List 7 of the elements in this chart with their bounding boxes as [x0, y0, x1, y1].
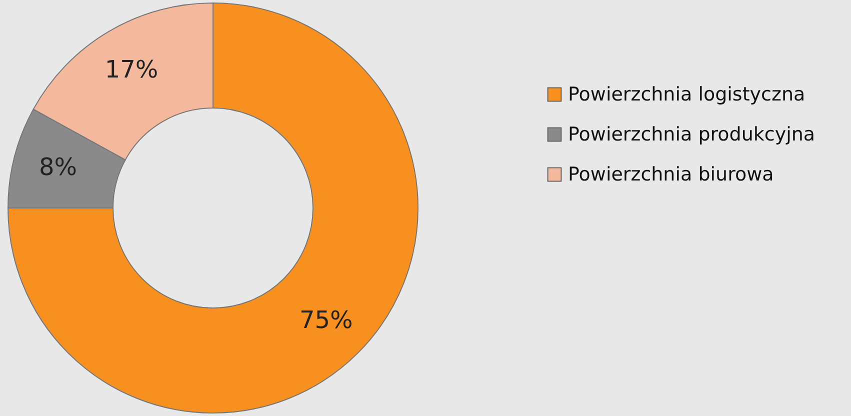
data-label: 17%	[104, 55, 158, 84]
data-label: 75%	[299, 306, 353, 334]
legend-label: Powierzchnia logistyczna	[568, 84, 806, 106]
legend-label: Powierzchnia biurowa	[568, 164, 774, 186]
legend-label: Powierzchnia produkcyjna	[568, 124, 816, 146]
data-label: 8%	[38, 153, 78, 182]
donut-slice	[8, 2, 418, 414]
